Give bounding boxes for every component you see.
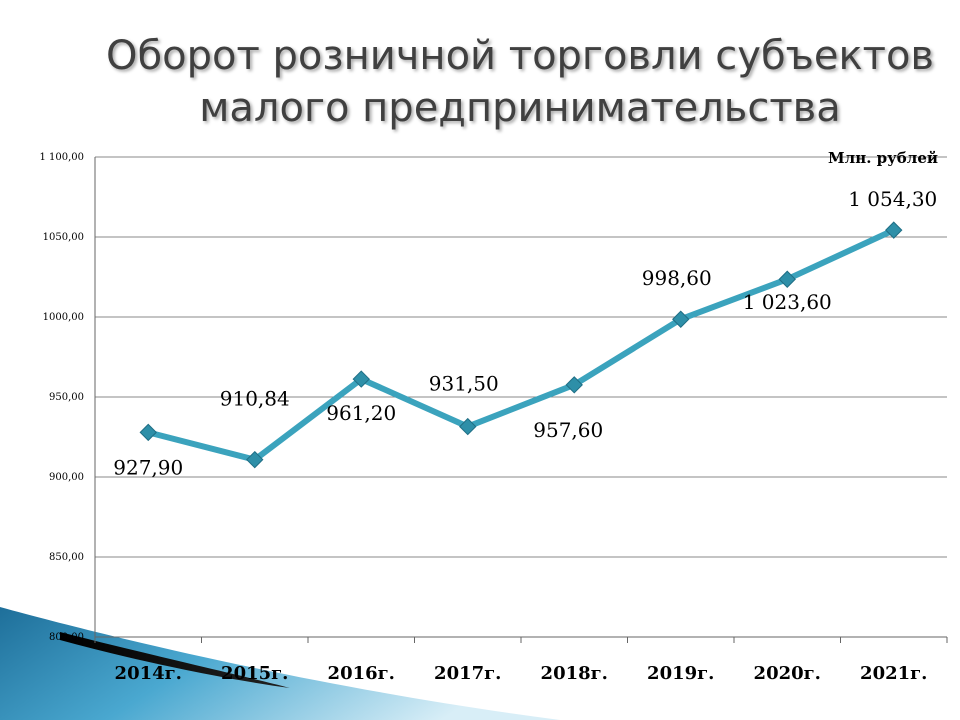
x-tick-label: 2017г. bbox=[434, 663, 501, 684]
data-label: 957,60 bbox=[533, 418, 603, 442]
axis-layer: 800,00 850,00 900,00 950,00 1000,00 1050,00 1 … bbox=[39, 152, 948, 643]
x-tick-label: 2018г. bbox=[541, 663, 608, 684]
page-title: Оборот розничной торговли субъектов мало… bbox=[60, 30, 960, 134]
series-line bbox=[145, 227, 897, 463]
series-layer bbox=[139, 221, 903, 469]
decorative-swoosh bbox=[0, 607, 560, 720]
title-line-2: малого предпринимательства bbox=[199, 85, 841, 131]
label-layer: 2014г. 2015г. 2016г. 2017г. 2018г. 2019г. 2020… bbox=[113, 187, 937, 684]
y-tick-label: 950,00 bbox=[49, 392, 84, 403]
y-tick-label: 800,00 bbox=[49, 632, 84, 643]
data-label: 931,50 bbox=[429, 372, 499, 396]
y-tick-label: 1050,00 bbox=[43, 232, 84, 243]
data-label: 998,60 bbox=[642, 266, 712, 290]
data-point bbox=[459, 417, 477, 436]
data-label: 961,20 bbox=[326, 401, 396, 425]
data-label: 927,90 bbox=[113, 455, 183, 479]
x-tick-label: 2016г. bbox=[328, 663, 395, 684]
grid-layer bbox=[95, 156, 947, 558]
x-tick-label: 2021г. bbox=[860, 663, 927, 684]
title-line-1: Оборот розничной торговли субъектов bbox=[106, 33, 934, 79]
x-tick-label: 2020г. bbox=[754, 663, 821, 684]
y-tick-label: 1 100,00 bbox=[39, 152, 84, 163]
data-point bbox=[885, 221, 903, 239]
x-tick-label: 2015г. bbox=[221, 663, 288, 684]
data-point bbox=[672, 310, 690, 328]
data-point bbox=[139, 423, 157, 442]
data-label: 1 054,30 bbox=[848, 187, 937, 211]
x-tick-label: 2014г. bbox=[115, 663, 182, 684]
data-point bbox=[352, 370, 370, 388]
y-tick-label: 900,00 bbox=[49, 472, 84, 483]
data-point bbox=[565, 376, 583, 394]
data-label: 1 023,60 bbox=[743, 290, 832, 314]
y-tick-label: 1000,00 bbox=[43, 312, 84, 323]
data-label: 910,84 bbox=[220, 387, 290, 411]
data-point bbox=[246, 450, 264, 469]
y-tick-label: 850,00 bbox=[49, 552, 84, 563]
x-tick-label: 2019г. bbox=[647, 663, 714, 684]
data-point bbox=[778, 270, 796, 288]
unit-label: Млн. рублей bbox=[828, 149, 938, 167]
